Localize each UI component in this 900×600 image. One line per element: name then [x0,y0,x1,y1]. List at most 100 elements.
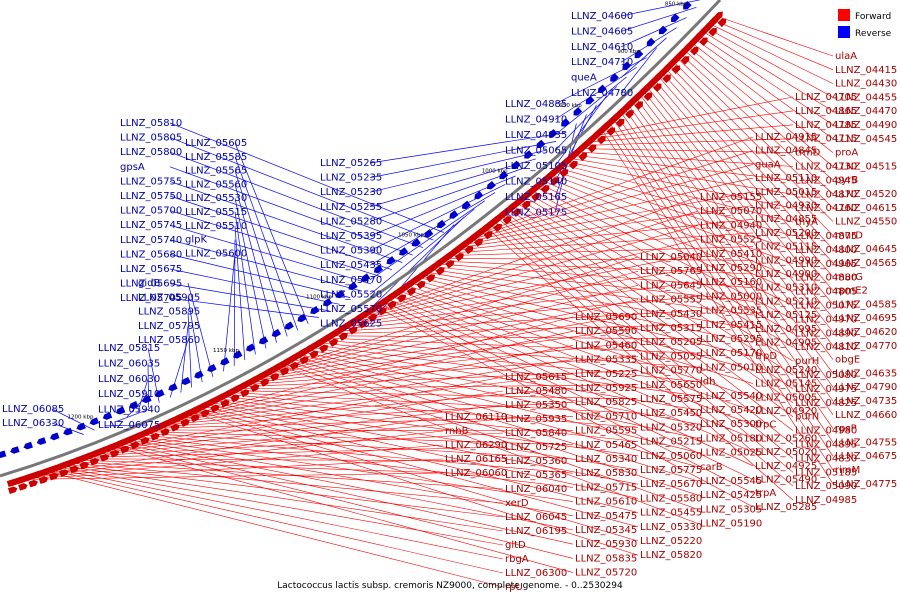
forward-gene-label[interactable]: LLNZ_05025 [700,448,762,459]
forward-gene-label[interactable]: LLNZ_05525 [700,235,762,246]
reverse-gene-label[interactable]: LLNZ_05530 [185,193,247,204]
forward-gene-label[interactable]: murD [835,230,863,241]
forward-gene-label[interactable]: LLNZ_04945 [795,175,857,186]
reverse-gene-label[interactable]: LLNZ_05585 [185,152,247,163]
forward-gene-label[interactable]: LLNZ_05720 [575,568,637,579]
forward-gene-label[interactable]: LLNZ_04930 [755,201,817,212]
reverse-gene-label[interactable]: LLNZ_05805 [120,133,182,144]
reverse-gene-label[interactable]: LLNZ_05510 [185,221,247,232]
forward-gene-label[interactable]: LLNZ_04925 [755,461,817,472]
forward-gene-label[interactable]: LLNZ_05315 [640,323,702,334]
reverse-gene-label[interactable]: LLNZ_06035 [98,358,160,369]
forward-gene-label[interactable]: trmD [795,148,821,159]
forward-gene-label[interactable]: LLNZ_04415 [835,65,897,76]
forward-gene-label[interactable]: LLNZ_04490 [835,120,897,131]
reverse-gene-label[interactable]: LLNZ_05910 [98,389,160,400]
forward-gene-label[interactable]: LLNZ_04660 [835,410,897,421]
reverse-gene-label[interactable]: LLNZ_04910 [505,115,567,126]
forward-gene-label[interactable]: LLNZ_05190 [700,519,762,530]
forward-gene-label[interactable]: LLNZ_04635 [835,368,897,379]
forward-gene-label[interactable]: rimM [835,465,860,476]
forward-gene-label[interactable]: LLNZ_05020 [755,447,817,458]
forward-gene-label[interactable]: pyrB [835,175,858,186]
forward-gene-label[interactable]: LLNZ_04845 [755,146,817,157]
forward-gene-label[interactable]: LLNZ_05545 [700,476,762,487]
forward-gene-label[interactable]: LLNZ_05350 [505,400,567,411]
forward-gene-label[interactable]: LLNZ_04760 [795,203,857,214]
forward-gene-label[interactable]: LLNZ_05415 [700,320,762,331]
reverse-gene-label[interactable]: LLNZ_05565 [185,166,247,177]
forward-gene-label[interactable]: LLNZ_05080 [795,370,857,381]
reverse-gene-label[interactable]: LLNZ_05515 [185,207,247,218]
forward-gene-label[interactable]: gltD [505,540,526,551]
reverse-gene-label[interactable]: LLNZ_06075 [98,420,160,431]
forward-gene-label[interactable]: LLNZ_05480 [505,386,567,397]
forward-gene-label[interactable]: LLNZ_05345 [575,525,637,536]
forward-gene-label[interactable]: LLNZ_04865 [795,106,857,117]
reverse-gene-label[interactable]: LLNZ_05705 [120,293,182,304]
reverse-gene-label[interactable]: queA [571,73,597,84]
forward-gene-label[interactable]: LLNZ_06290 [445,440,507,451]
forward-gene-label[interactable]: LLNZ_04985 [795,495,857,506]
forward-gene-label[interactable]: LLNZ_05465 [575,440,637,451]
forward-gene-label[interactable]: LLNZ_05285 [755,502,817,513]
forward-gene-label[interactable]: LLNZ_05060 [640,451,702,462]
forward-gene-label[interactable]: LLNZ_04890 [795,328,857,339]
forward-gene-label[interactable]: LLNZ_05180 [700,433,762,444]
forward-gene-label[interactable]: LLNZ_06165 [445,454,507,465]
reverse-gene-label[interactable]: LLNZ_06030 [98,374,160,385]
forward-gene-label[interactable]: LLNZ_05615 [505,372,567,383]
reverse-gene-label[interactable]: LLNZ_05695 [120,279,182,290]
forward-gene-label[interactable]: trpD [755,351,777,362]
forward-gene-label[interactable]: LLNZ_04805 [795,287,857,298]
reverse-gene-label[interactable]: LLNZ_05265 [320,158,382,169]
forward-gene-label[interactable]: trpA [755,488,776,499]
forward-gene-label[interactable]: LLNZ_05125 [755,310,817,321]
forward-gene-label[interactable]: LLNZ_04735 [835,396,897,407]
forward-gene-label[interactable]: LLNZ_05610 [575,497,637,508]
reverse-gene-label[interactable]: LLNZ_05905 [138,292,200,303]
reverse-gene-label[interactable]: LLNZ_04605 [571,26,633,37]
forward-gene-label[interactable]: LLNZ_05450 [640,408,702,419]
forward-gene-label[interactable]: LLNZ_05645 [640,280,702,291]
reverse-gene-label[interactable]: LLNZ_05065 [505,146,567,157]
reverse-gene-label[interactable]: LLNZ_04780 [571,88,633,99]
reverse-gene-label[interactable]: LLNZ_05795 [138,321,200,332]
forward-gene-label[interactable]: LLNZ_05765 [640,266,702,277]
forward-gene-label[interactable]: LLNZ_04470 [835,106,897,117]
forward-gene-label[interactable]: LLNZ_05010 [700,362,762,373]
reverse-gene-label[interactable]: gpsA [120,162,145,173]
reverse-gene-label[interactable]: LLNZ_05810 [120,118,182,129]
forward-gene-label[interactable]: LLNZ_04695 [835,313,897,324]
forward-gene-label[interactable]: LLNZ_05425 [700,490,762,501]
reverse-gene-label[interactable]: LLNZ_05235 [320,173,382,184]
forward-gene-label[interactable]: LLNZ_05320 [640,422,702,433]
forward-gene-label[interactable]: LLNZ_04675 [835,451,897,462]
reverse-gene-label[interactable]: LLNZ_05895 [138,307,200,318]
forward-gene-label[interactable]: xerD [505,498,529,509]
forward-gene-label[interactable]: LLNZ_05360 [505,456,567,467]
forward-gene-label[interactable]: LLNZ_04645 [835,244,897,255]
forward-gene-label[interactable]: LLNZ_04565 [835,258,897,269]
forward-gene-label[interactable]: LLNZ_04825 [795,398,857,409]
reverse-gene-label[interactable]: LLNZ_05570 [320,304,382,315]
forward-gene-label[interactable]: LLNZ_05935 [505,414,567,425]
forward-gene-label[interactable]: LLNZ_05185 [795,467,857,478]
forward-gene-label[interactable]: LLNZ_05335 [575,355,637,366]
forward-gene-label[interactable]: LLNZ_04900 [755,269,817,280]
forward-gene-label[interactable]: LLNZ_05725 [505,442,567,453]
forward-gene-label[interactable]: LLNZ_05430 [640,309,702,320]
forward-gene-label[interactable]: LLNZ_05005 [755,392,817,403]
forward-gene-label[interactable]: thyA [795,217,818,228]
forward-gene-label[interactable]: LLNZ_05145 [755,379,817,390]
forward-gene-label[interactable]: LLNZ_05825 [575,397,637,408]
forward-gene-label[interactable]: rnhB [445,426,469,437]
reverse-gene-label[interactable]: LLNZ_05560 [185,179,247,190]
forward-gene-label[interactable]: LLNZ_05340 [575,454,637,465]
forward-gene-label[interactable]: LLNZ_04770 [835,341,897,352]
forward-gene-label[interactable]: LLNZ_05290 [700,263,762,274]
forward-gene-label[interactable]: LLNZ_05040 [640,252,702,263]
forward-gene-label[interactable]: LLNZ_05330 [640,522,702,533]
forward-gene-label[interactable]: LLNZ_04870 [795,189,857,200]
forward-gene-label[interactable]: LLNZ_04875 [795,231,857,242]
